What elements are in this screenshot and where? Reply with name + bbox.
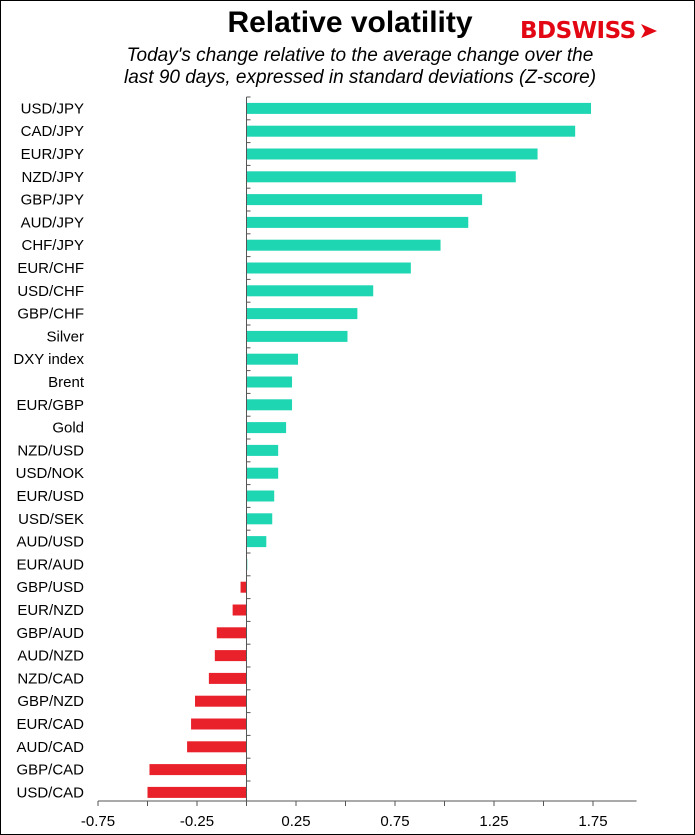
bar-eur-usd <box>246 490 275 502</box>
category-label: EUR/GBP <box>16 397 84 414</box>
bar-nzd-usd <box>246 444 279 456</box>
logo-text-swiss: SWISS <box>555 18 637 44</box>
bar-usd-cad <box>147 786 247 798</box>
bar-usd-nok <box>246 467 279 479</box>
category-label: AUD/CAD <box>16 739 84 756</box>
category-label: EUR/NZD <box>17 602 84 619</box>
x-tick-label: 0.75 <box>380 813 409 830</box>
category-label: NZD/JPY <box>21 169 84 186</box>
category-label: EUR/USD <box>16 488 84 505</box>
bar-nzd-jpy <box>246 171 516 183</box>
x-tick-label: 1.25 <box>479 813 508 830</box>
x-tick-label: -0.25 <box>180 813 214 830</box>
chart-subtitle: Today's change relative to the average c… <box>60 45 660 89</box>
bar-eur-gbp <box>246 399 293 411</box>
x-tick-label: 1.75 <box>578 813 607 830</box>
bar-brent <box>246 376 293 388</box>
category-label: AUD/JPY <box>21 214 84 231</box>
category-label: AUD/NZD <box>17 648 84 665</box>
category-label: USD/CAD <box>16 784 84 801</box>
bar-silver <box>246 330 348 342</box>
category-label: GBP/AUD <box>16 625 84 642</box>
category-label: GBP/CHF <box>17 306 84 323</box>
category-label: USD/JPY <box>21 100 84 117</box>
category-label: AUD/USD <box>16 534 84 551</box>
category-label: EUR/CAD <box>16 716 84 733</box>
category-label: EUR/AUD <box>16 556 84 573</box>
bar-chf-jpy <box>246 239 441 251</box>
bar-nzd-cad <box>208 672 247 684</box>
category-label: Brent <box>48 374 85 391</box>
category-label: GBP/JPY <box>21 192 84 209</box>
subtitle-line-1: Today's change relative to the average c… <box>126 45 594 66</box>
chart-title: Relative volatility <box>227 6 473 39</box>
category-label: GBP/CAD <box>16 762 84 779</box>
category-label: NZD/USD <box>17 442 84 459</box>
bar-gbp-usd <box>240 581 247 593</box>
category-label: EUR/CHF <box>17 260 84 277</box>
category-label: GBP/NZD <box>17 693 84 710</box>
bar-aud-cad <box>187 741 247 753</box>
bar-usd-sek <box>246 513 273 525</box>
logo-text-bd: BD <box>520 18 556 44</box>
bar-aud-jpy <box>246 216 469 228</box>
bar-gbp-cad <box>149 764 247 776</box>
category-label: Silver <box>46 328 84 345</box>
x-tick-label: 0.25 <box>281 813 310 830</box>
category-label: CHF/JPY <box>21 237 84 254</box>
category-label: USD/CHF <box>17 283 84 300</box>
bar-eur-cad <box>191 718 247 730</box>
subtitle-line-2: last 90 days, expressed in standard devi… <box>123 67 597 88</box>
bar-gold <box>246 422 287 434</box>
logo-arrow-icon <box>640 24 657 38</box>
bar-usd-jpy <box>246 102 592 114</box>
bar-eur-chf <box>246 262 411 274</box>
bar-aud-usd <box>246 536 267 548</box>
bar-eur-jpy <box>246 148 538 160</box>
bar-aud-nzd <box>214 650 247 662</box>
category-label: EUR/JPY <box>21 146 84 163</box>
bar-cad-jpy <box>246 125 576 137</box>
bar-dxy-index <box>246 353 298 365</box>
category-label: CAD/JPY <box>21 123 84 140</box>
bar-gbp-nzd <box>195 695 247 707</box>
bar-gbp-jpy <box>246 194 483 206</box>
category-label: USD/SEK <box>18 511 84 528</box>
bar-gbp-aud <box>216 627 247 639</box>
bdswiss-logo: BD SWISS <box>520 16 660 46</box>
x-tick-label: -0.75 <box>81 813 115 830</box>
bar-gbp-chf <box>246 308 358 320</box>
category-label: DXY index <box>13 351 84 368</box>
category-label: NZD/CAD <box>17 670 84 687</box>
bar-usd-chf <box>246 285 374 297</box>
category-label: Gold <box>52 420 84 437</box>
category-label: GBP/USD <box>16 579 84 596</box>
category-label: USD/NOK <box>16 465 84 482</box>
bar-eur-nzd <box>232 604 247 616</box>
